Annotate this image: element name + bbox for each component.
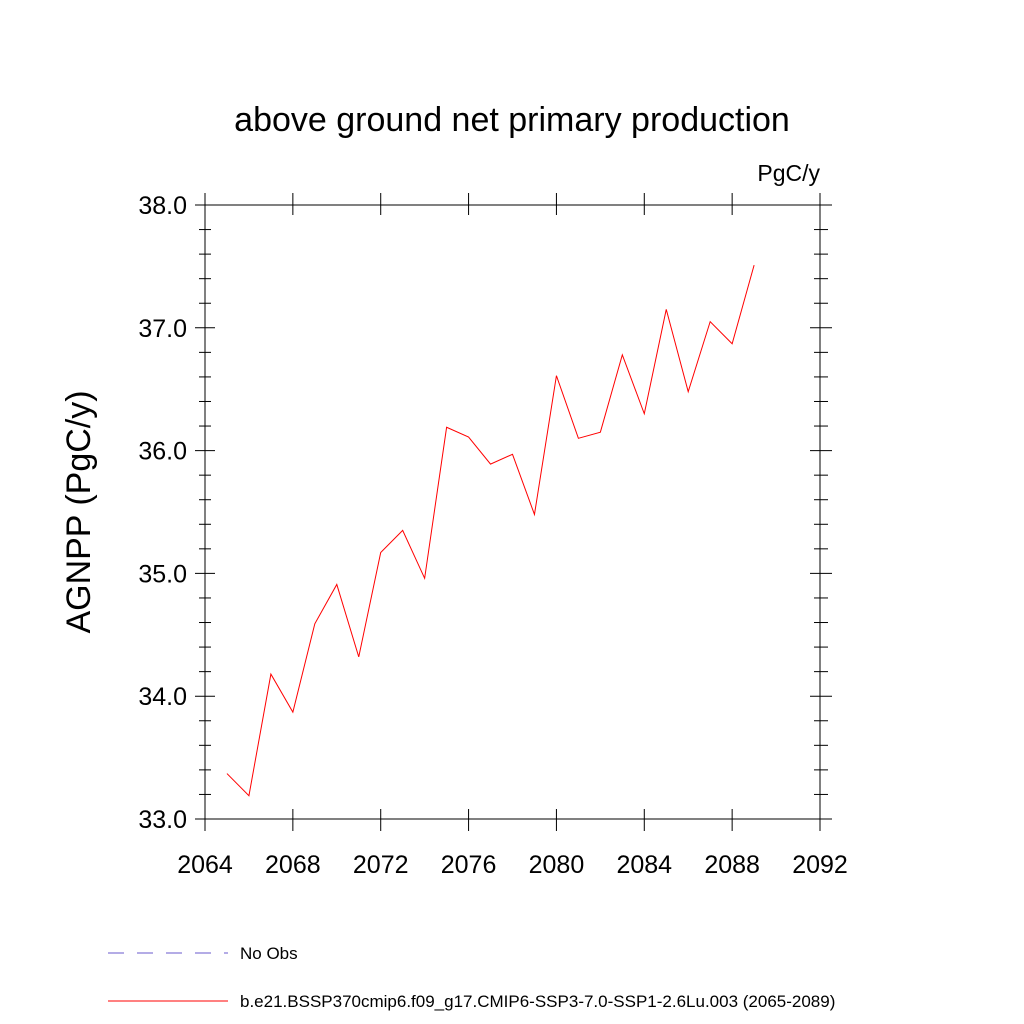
x-tick-label: 2080	[529, 851, 585, 879]
units-label: PgC/y	[757, 160, 820, 186]
x-tick-label: 2084	[616, 851, 672, 879]
y-tick-label: 34.0	[138, 683, 187, 711]
plot-frame	[204, 204, 821, 820]
x-tick-label: 2088	[704, 851, 760, 879]
y-tick-label: 37.0	[138, 315, 187, 343]
y-tick-label: 33.0	[138, 806, 187, 834]
y-axis: 33.0 34.0 35.0 36.0 37.0 38.0	[138, 192, 832, 834]
x-tick-label: 2064	[177, 851, 233, 879]
x-axis: 2064 2068 2072 2076 2080 2084 2088 2092	[177, 193, 848, 879]
chart-title: above ground net primary production	[234, 101, 790, 139]
y-tick-label: 35.0	[138, 560, 187, 588]
x-tick-label: 2076	[441, 851, 497, 879]
legend-label: No Obs	[240, 944, 298, 963]
y-axis-label: AGNPP (PgC/y)	[60, 390, 98, 633]
series-group	[226, 265, 755, 797]
x-tick-label: 2068	[265, 851, 321, 879]
x-tick-label: 2072	[353, 851, 409, 879]
legend: No Obs b.e21.BSSP370cmip6.f09_g17.CMIP6-S…	[108, 944, 835, 1011]
x-tick-label: 2092	[792, 851, 848, 879]
y-tick-label: 36.0	[138, 438, 187, 466]
y-tick-label: 38.0	[138, 192, 187, 220]
legend-label: b.e21.BSSP370cmip6.f09_g17.CMIP6-SSP3-7.…	[240, 992, 835, 1011]
series-line-0	[226, 265, 755, 797]
